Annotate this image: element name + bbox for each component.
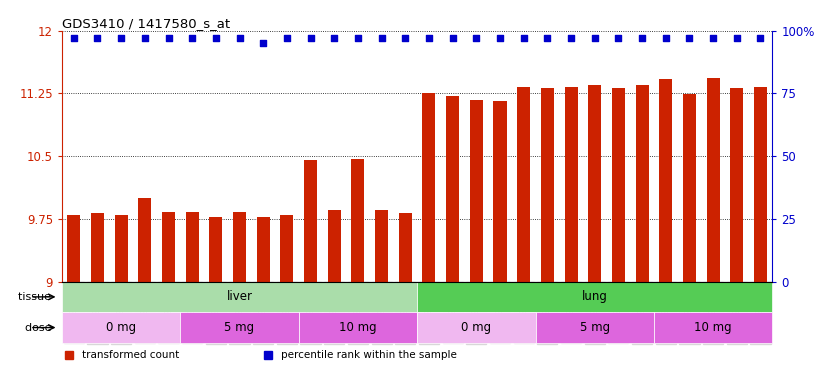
Bar: [654, 312, 772, 343]
Bar: [62, 281, 417, 312]
Point: [588, 35, 601, 41]
Bar: [635, 85, 648, 281]
Bar: [328, 210, 341, 281]
Bar: [754, 87, 767, 281]
Text: 10 mg: 10 mg: [339, 321, 377, 334]
Point: [138, 35, 151, 41]
Text: tissue: tissue: [18, 292, 55, 302]
Bar: [446, 96, 459, 281]
Text: liver: liver: [226, 290, 253, 303]
Bar: [67, 215, 80, 281]
Point: [541, 35, 554, 41]
Bar: [588, 85, 601, 281]
Point: [612, 35, 625, 41]
Bar: [233, 212, 246, 281]
Point: [280, 35, 293, 41]
Bar: [62, 312, 180, 343]
Point: [209, 35, 222, 41]
Bar: [541, 88, 554, 281]
Bar: [612, 88, 625, 281]
Bar: [535, 312, 654, 343]
Point: [517, 35, 530, 41]
Point: [730, 35, 743, 41]
Point: [446, 35, 459, 41]
Bar: [659, 79, 672, 281]
Point: [493, 35, 506, 41]
Bar: [209, 217, 222, 281]
Point: [754, 35, 767, 41]
Bar: [115, 215, 128, 281]
Text: 5 mg: 5 mg: [225, 321, 254, 334]
Point: [683, 35, 696, 41]
Bar: [517, 87, 530, 281]
Point: [304, 35, 317, 41]
Bar: [493, 101, 506, 281]
Bar: [730, 88, 743, 281]
Text: 0 mg: 0 mg: [461, 321, 491, 334]
Point: [186, 35, 199, 41]
Point: [115, 35, 128, 41]
Bar: [186, 212, 199, 281]
Bar: [417, 312, 535, 343]
Text: GDS3410 / 1417580_s_at: GDS3410 / 1417580_s_at: [62, 17, 230, 30]
Bar: [564, 87, 577, 281]
Point: [67, 35, 80, 41]
Bar: [91, 213, 104, 281]
Point: [91, 35, 104, 41]
Point: [706, 35, 719, 41]
Bar: [280, 215, 293, 281]
Bar: [706, 78, 719, 281]
Bar: [257, 217, 270, 281]
Point: [399, 35, 412, 41]
Text: transformed count: transformed count: [82, 349, 179, 359]
Point: [659, 35, 672, 41]
Text: 10 mg: 10 mg: [695, 321, 732, 334]
Point: [162, 35, 175, 41]
Point: [635, 35, 648, 41]
Bar: [470, 100, 483, 281]
Bar: [180, 312, 299, 343]
Text: lung: lung: [582, 290, 608, 303]
Text: dose: dose: [25, 323, 55, 333]
Text: percentile rank within the sample: percentile rank within the sample: [281, 349, 457, 359]
Bar: [162, 212, 175, 281]
Point: [564, 35, 577, 41]
Bar: [422, 93, 435, 281]
Text: 5 mg: 5 mg: [580, 321, 610, 334]
Bar: [399, 213, 412, 281]
Point: [351, 35, 364, 41]
Point: [422, 35, 435, 41]
Bar: [304, 161, 317, 281]
Bar: [375, 210, 388, 281]
Point: [328, 35, 341, 41]
Point: [470, 35, 483, 41]
Point: [233, 35, 246, 41]
Bar: [417, 281, 772, 312]
Point: [257, 40, 270, 46]
Bar: [138, 198, 151, 281]
Bar: [299, 312, 417, 343]
Bar: [683, 94, 696, 281]
Point: [375, 35, 388, 41]
Text: 0 mg: 0 mg: [106, 321, 136, 334]
Bar: [351, 159, 364, 281]
